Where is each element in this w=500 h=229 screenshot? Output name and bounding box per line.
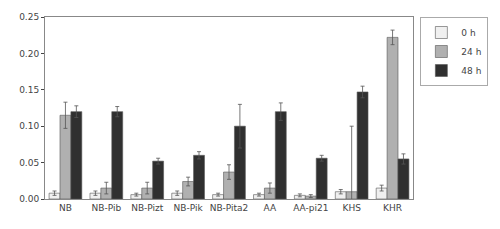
svg-text:48 h: 48 h: [461, 66, 481, 76]
svg-text:0 h: 0 h: [461, 28, 475, 38]
svg-text:0.15: 0.15: [19, 85, 39, 95]
svg-text:KHS: KHS: [342, 203, 361, 213]
svg-text:0.20: 0.20: [19, 49, 39, 59]
svg-text:NB: NB: [59, 203, 72, 213]
svg-text:0.25: 0.25: [19, 12, 39, 22]
svg-text:NB-Pita2: NB-Pita2: [210, 203, 249, 213]
svg-text:AA: AA: [264, 203, 277, 213]
svg-text:NB-Pik: NB-Pik: [174, 203, 204, 213]
svg-text:NB-Pib: NB-Pib: [92, 203, 122, 213]
svg-text:0.10: 0.10: [19, 121, 39, 131]
svg-text:0.05: 0.05: [19, 158, 39, 168]
svg-text:NB-Pizt: NB-Pizt: [131, 203, 164, 213]
svg-text:AA-pi21: AA-pi21: [293, 203, 328, 213]
svg-text:24 h: 24 h: [461, 47, 481, 57]
svg-text:0.00: 0.00: [19, 194, 39, 204]
svg-text:KHR: KHR: [383, 203, 402, 213]
